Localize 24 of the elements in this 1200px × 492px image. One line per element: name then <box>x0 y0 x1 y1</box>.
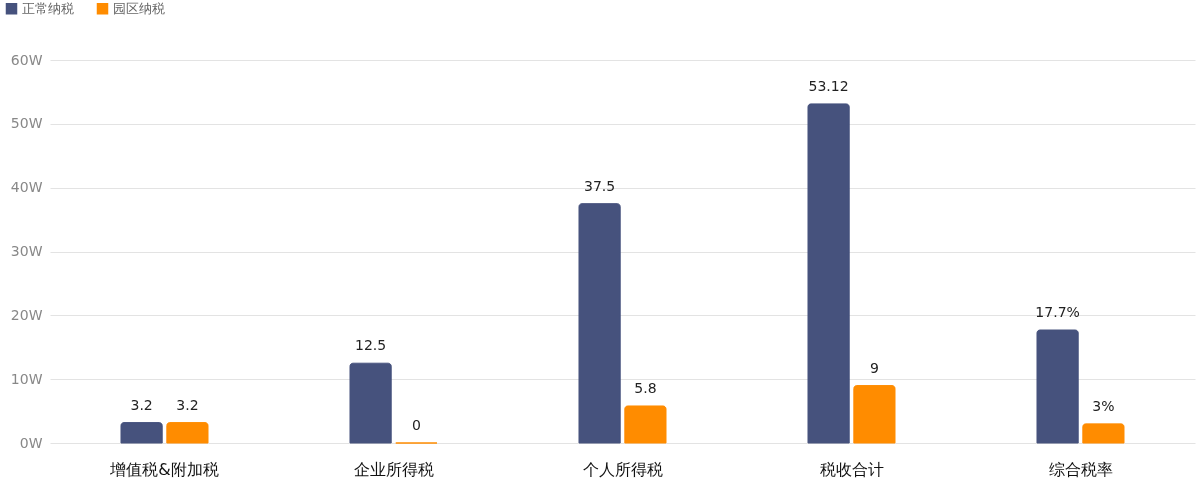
data-label: 5.8 <box>634 379 657 396</box>
legend-label: 正常纳税 <box>22 0 74 16</box>
x-tick-label: 个人所得税 <box>582 459 663 479</box>
data-label: 53.12 <box>808 77 849 94</box>
data-label: 3% <box>1092 397 1115 414</box>
legend-label: 园区纳税 <box>113 0 165 16</box>
x-tick-label: 增值税&附加税 <box>109 459 219 479</box>
x-tick-label: 综合税率 <box>1048 459 1113 479</box>
x-tick-label: 税收合计 <box>819 459 884 479</box>
y-tick-label: 0W <box>19 434 43 451</box>
data-label: 9 <box>869 359 879 376</box>
y-tick-label: 40W <box>10 179 43 196</box>
y-tick-label: 60W <box>10 51 43 68</box>
y-tick-label: 50W <box>10 115 43 132</box>
data-label: 0 <box>411 417 421 433</box>
data-label: 17.7% <box>1035 304 1080 321</box>
y-tick-label: 30W <box>10 243 43 259</box>
y-tick-label: 20W <box>10 306 43 323</box>
y-tick-label: 10W <box>10 370 43 387</box>
data-label: 37.5 <box>584 177 616 194</box>
data-label: 12.5 <box>355 337 387 354</box>
data-label: 3.2 <box>176 396 199 413</box>
data-label: 3.2 <box>130 396 153 413</box>
x-tick-label: 企业所得税 <box>353 459 434 479</box>
